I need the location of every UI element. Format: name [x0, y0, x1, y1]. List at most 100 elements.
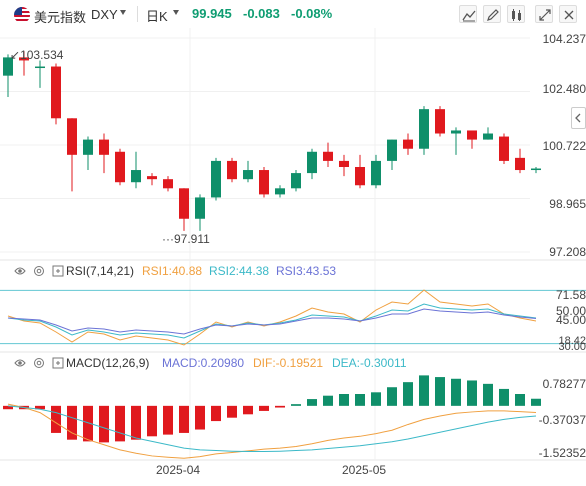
chart-type-icon[interactable] — [459, 5, 477, 23]
macd-histogram-bar — [291, 404, 301, 406]
macd-histogram-bar — [147, 405, 157, 437]
candle-body — [67, 118, 77, 155]
high-price-label: ↙103.534 — [10, 48, 64, 62]
indicator-menu-icon[interactable] — [52, 265, 64, 277]
candle-body — [99, 139, 109, 155]
collapse-panel-button[interactable] — [571, 107, 586, 129]
dif-line — [7, 403, 537, 459]
us-flag-icon — [14, 7, 30, 23]
period-dropdown-icon[interactable] — [173, 10, 179, 15]
macd-histogram-bar — [483, 383, 493, 406]
candle-body — [83, 139, 93, 155]
settings-gear-icon[interactable] — [33, 265, 45, 277]
rsi-axis-label: 30.00 — [558, 341, 586, 353]
low-price-label: ···97.911 — [162, 232, 210, 246]
candle-body — [147, 176, 157, 180]
price-change-pct: -0.08% — [291, 6, 333, 21]
symbol-code[interactable]: DXY — [91, 7, 118, 22]
candle-body — [467, 130, 477, 140]
period-selector[interactable]: 日K — [146, 9, 168, 24]
candle-body — [307, 151, 317, 174]
candle-body — [179, 188, 189, 219]
macd-histogram-bar — [403, 382, 413, 406]
macd-name: MACD(12,26,9) — [66, 356, 150, 370]
toolbar: 美元指数 DXY 日K 99.945 -0.083 -0.08% — [0, 0, 586, 28]
dea-line — [7, 405, 537, 453]
indicators-icon[interactable] — [507, 5, 525, 23]
macd-histogram-bar — [435, 377, 445, 406]
macd-histogram-bar — [3, 405, 13, 410]
candle-body — [499, 136, 509, 161]
candle-body — [275, 188, 285, 195]
macd-histogram-bar — [339, 394, 349, 406]
fullscreen-icon[interactable] — [535, 5, 553, 23]
macd-histogram-bar — [499, 388, 509, 406]
candle-body — [323, 151, 333, 161]
close-icon[interactable] — [559, 5, 577, 23]
price-axis-label: 102.480 — [542, 82, 586, 96]
candle-body — [163, 179, 173, 189]
candle-body — [211, 160, 221, 198]
symbol-dropdown-icon[interactable] — [120, 10, 126, 15]
symbol-name[interactable]: 美元指数 — [34, 10, 87, 25]
candle-body — [227, 160, 237, 180]
macd-header: MACD(12,26,9) MACD:0.20980 DIF:-0.19521 … — [0, 356, 586, 372]
macd-histogram-bar — [195, 405, 205, 430]
candle-body — [243, 170, 253, 180]
price-axis-label: 100.722 — [542, 139, 586, 153]
macd-histogram-bar — [163, 405, 173, 435]
rsi-header: RSI(7,14,21) RSI1:40.88 RSI2:44.38 RSI3:… — [0, 264, 586, 280]
rsi2-value: RSI2:44.38 — [209, 264, 270, 278]
candle-body — [531, 168, 541, 171]
visibility-eye-icon[interactable] — [14, 357, 26, 369]
macd-axis-label: -0.37037 — [538, 413, 586, 427]
macd-histogram-bar — [323, 395, 333, 406]
macd-histogram-bar — [211, 405, 221, 422]
macd-histogram-bar — [227, 405, 237, 418]
rsi-axis-label: 18.42 — [558, 335, 586, 347]
price-axis-label: 98.965 — [549, 197, 586, 211]
candle-body — [3, 57, 13, 76]
macd-histogram-bar — [275, 405, 285, 408]
macd-histogram-bar — [371, 392, 381, 406]
rsi-axis-label: 50.00 — [555, 304, 586, 318]
price-axis-label: 97.208 — [549, 245, 586, 259]
candle-body — [19, 57, 29, 61]
candle-body — [435, 109, 445, 134]
macd-histogram-bar — [115, 405, 125, 442]
macd-histogram-bar — [131, 405, 141, 440]
candle-body — [483, 133, 493, 140]
macd-histogram-bar — [307, 399, 317, 406]
candle-body — [355, 166, 365, 186]
macd-histogram-bar — [99, 405, 109, 443]
macd-axis-label: -1.52352 — [538, 446, 586, 460]
macd-value: MACD:0.20980 — [162, 356, 245, 370]
dif-value: DIF:-0.19521 — [253, 356, 324, 370]
rsi1-line — [7, 289, 537, 346]
macd-histogram-bar — [419, 375, 429, 406]
candle-body — [131, 170, 141, 183]
candle-body — [291, 173, 301, 189]
macd-histogram-bar — [179, 405, 189, 433]
candle-body — [387, 139, 397, 161]
rsi-axis-label: 71.58 — [555, 288, 586, 302]
macd-histogram-bar — [83, 405, 93, 442]
rsi3-line — [7, 308, 537, 335]
macd-histogram-bar — [243, 405, 253, 415]
price-axis-label: 104.237 — [542, 32, 586, 46]
settings-gear-icon[interactable] — [33, 357, 45, 369]
rsi-axis-label: 45.00 — [555, 313, 586, 327]
draw-icon[interactable] — [483, 5, 501, 23]
macd-histogram-bar — [355, 394, 365, 406]
candle-body — [451, 130, 461, 134]
candle-body — [259, 170, 269, 195]
candle-body — [515, 157, 525, 171]
dea-value: DEA:-0.30011 — [332, 356, 407, 370]
candle-body — [195, 197, 205, 219]
macd-histogram-bar — [67, 405, 77, 440]
macd-histogram-bar — [451, 378, 461, 406]
candle-body — [51, 66, 61, 119]
visibility-eye-icon[interactable] — [14, 265, 26, 277]
indicator-menu-icon[interactable] — [52, 357, 64, 369]
